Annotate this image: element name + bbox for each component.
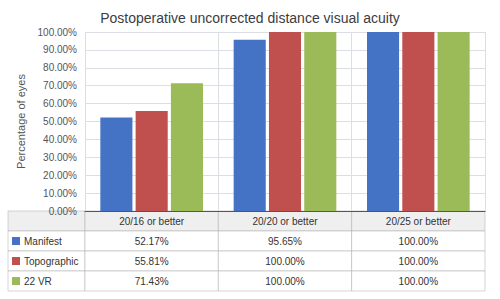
svg-text:100.00%: 100.00% <box>399 236 439 247</box>
svg-text:20/25 or better: 20/25 or better <box>386 216 452 227</box>
svg-text:100.00%: 100.00% <box>399 256 439 267</box>
svg-text:Manifest: Manifest <box>24 236 62 247</box>
svg-text:71.43%: 71.43% <box>135 276 169 287</box>
svg-text:100.00%: 100.00% <box>38 27 78 38</box>
svg-text:55.81%: 55.81% <box>135 256 169 267</box>
svg-text:70.00%: 70.00% <box>43 80 77 91</box>
svg-text:20/20 or better: 20/20 or better <box>252 216 318 227</box>
svg-text:20.00%: 20.00% <box>43 170 77 181</box>
svg-text:Topographic: Topographic <box>24 256 78 267</box>
svg-text:52.17%: 52.17% <box>135 236 169 247</box>
svg-text:30.00%: 30.00% <box>43 152 77 163</box>
svg-text:100.00%: 100.00% <box>265 256 305 267</box>
svg-text:20/16 or better: 20/16 or better <box>119 216 185 227</box>
svg-text:100.00%: 100.00% <box>399 276 439 287</box>
svg-text:90.00%: 90.00% <box>43 44 77 55</box>
svg-text:0.00%: 0.00% <box>49 206 77 217</box>
svg-text:10.00%: 10.00% <box>43 188 77 199</box>
svg-text:50.00%: 50.00% <box>43 116 77 127</box>
svg-text:100.00%: 100.00% <box>265 276 305 287</box>
svg-text:40.00%: 40.00% <box>43 134 77 145</box>
svg-text:22 VR: 22 VR <box>24 276 52 287</box>
svg-text:80.00%: 80.00% <box>43 62 77 73</box>
svg-text:Postoperative uncorrected dist: Postoperative uncorrected distance visua… <box>100 10 400 26</box>
svg-text:Percentage of eyes: Percentage of eyes <box>15 74 27 169</box>
svg-text:60.00%: 60.00% <box>43 98 77 109</box>
svg-text:95.65%: 95.65% <box>268 236 302 247</box>
